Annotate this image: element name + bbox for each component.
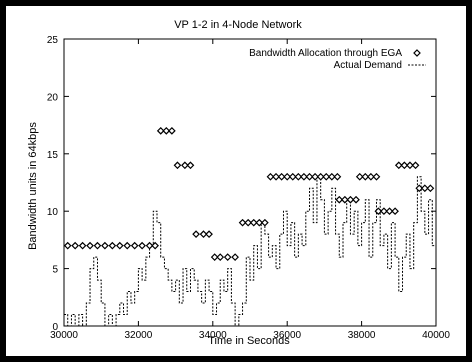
- allocation-point: [168, 126, 176, 135]
- allocation-point: [231, 253, 239, 261]
- legend-label-demand: Actual Demand: [334, 60, 402, 71]
- allocation-point: [333, 172, 342, 181]
- allocation-point: [255, 218, 264, 227]
- allocation-point: [86, 241, 94, 250]
- y-tick-label: 15: [47, 150, 59, 161]
- allocation-point: [63, 241, 72, 250]
- allocation-point: [294, 172, 303, 181]
- x-axis-label: Time in Seconds: [208, 335, 290, 347]
- legend: Bandwidth Allocation through EGA Actual …: [249, 48, 426, 71]
- x-tick-label: 38000: [348, 330, 376, 341]
- y-tick-label: 5: [52, 265, 58, 276]
- allocation-point: [173, 161, 182, 170]
- allocation-point: [181, 161, 189, 170]
- allocation-point: [277, 172, 286, 181]
- allocation-point: [288, 172, 297, 181]
- allocation-point: [216, 253, 225, 261]
- allocation-point: [374, 207, 383, 216]
- allocation-point: [300, 172, 308, 181]
- demand-series: [64, 176, 437, 327]
- allocation-point: [367, 172, 375, 181]
- allocation-point: [372, 172, 381, 181]
- legend-diamond-icon: [413, 49, 421, 57]
- allocation-point: [361, 172, 370, 181]
- allocation-point: [186, 161, 195, 170]
- allocation-point: [420, 184, 429, 193]
- allocation-point: [145, 241, 154, 250]
- x-tick-label: 32000: [124, 330, 152, 341]
- allocation-point: [205, 230, 213, 239]
- allocation-point: [406, 161, 414, 170]
- allocation-point: [238, 218, 247, 227]
- allocation-point: [223, 253, 232, 261]
- y-axis-label: Bandwidth units in 64kbps: [27, 122, 39, 250]
- allocation-point: [151, 241, 159, 250]
- allocation-point: [327, 172, 336, 181]
- y-tick-label: 25: [47, 35, 59, 46]
- axis-ticks: 30000 32000 34000 36000 38000 40000 0 5 10 15 20 25: [47, 35, 450, 341]
- allocation-point: [355, 172, 364, 181]
- x-tick-label: 40000: [422, 330, 450, 341]
- allocation-point: [249, 218, 258, 227]
- allocation-point: [266, 172, 275, 181]
- allocation-point: [400, 161, 409, 170]
- x-tick-label: 36000: [273, 330, 301, 341]
- allocation-point: [115, 241, 124, 250]
- allocation-point: [341, 195, 349, 204]
- allocation-point: [426, 184, 435, 193]
- allocation-point: [261, 218, 269, 227]
- allocation-point: [411, 161, 420, 170]
- demand-line: [64, 176, 437, 327]
- allocation-point: [192, 230, 200, 239]
- chart-frame: VP 1-2 in 4-Node Network Time in Seconds…: [6, 6, 466, 356]
- allocation-point: [108, 241, 117, 250]
- allocation-point: [322, 172, 331, 181]
- allocation-point: [272, 172, 280, 181]
- x-tick-label: 30000: [50, 330, 78, 341]
- allocation-point: [199, 230, 208, 239]
- allocation-point: [78, 241, 87, 250]
- allocation-point: [380, 207, 388, 216]
- allocation-point: [162, 126, 171, 135]
- allocation-point: [101, 241, 109, 250]
- allocation-point: [311, 172, 319, 181]
- allocation-point: [71, 241, 80, 250]
- allocation-point: [352, 195, 360, 204]
- chart-title: VP 1-2 in 4-Node Network: [174, 19, 302, 31]
- allocation-point: [130, 241, 139, 250]
- allocation-point: [391, 207, 399, 216]
- allocation-point: [283, 172, 292, 181]
- allocation-point: [305, 172, 314, 181]
- allocation-point: [93, 241, 102, 250]
- legend-label-allocation: Bandwidth Allocation through EGA: [249, 48, 402, 59]
- allocation-point: [316, 172, 325, 181]
- allocation-point: [385, 207, 394, 216]
- y-tick-label: 20: [47, 92, 59, 103]
- y-tick-label: 10: [47, 207, 59, 218]
- allocation-point: [335, 195, 344, 204]
- allocation-point: [210, 253, 219, 261]
- allocation-point: [123, 241, 132, 250]
- chart: VP 1-2 in 4-Node Network Time in Seconds…: [27, 19, 450, 347]
- allocation-point: [244, 218, 252, 227]
- legend-marker-allocation: [413, 49, 421, 57]
- allocation-series: [63, 126, 435, 261]
- plot-area: [63, 38, 437, 327]
- allocation-point: [394, 161, 403, 170]
- allocation-point: [346, 195, 355, 204]
- y-tick-label: 0: [52, 322, 58, 333]
- x-tick-label: 34000: [199, 330, 227, 341]
- allocation-point: [415, 184, 424, 193]
- allocation-point: [138, 241, 146, 250]
- allocation-point: [156, 126, 165, 135]
